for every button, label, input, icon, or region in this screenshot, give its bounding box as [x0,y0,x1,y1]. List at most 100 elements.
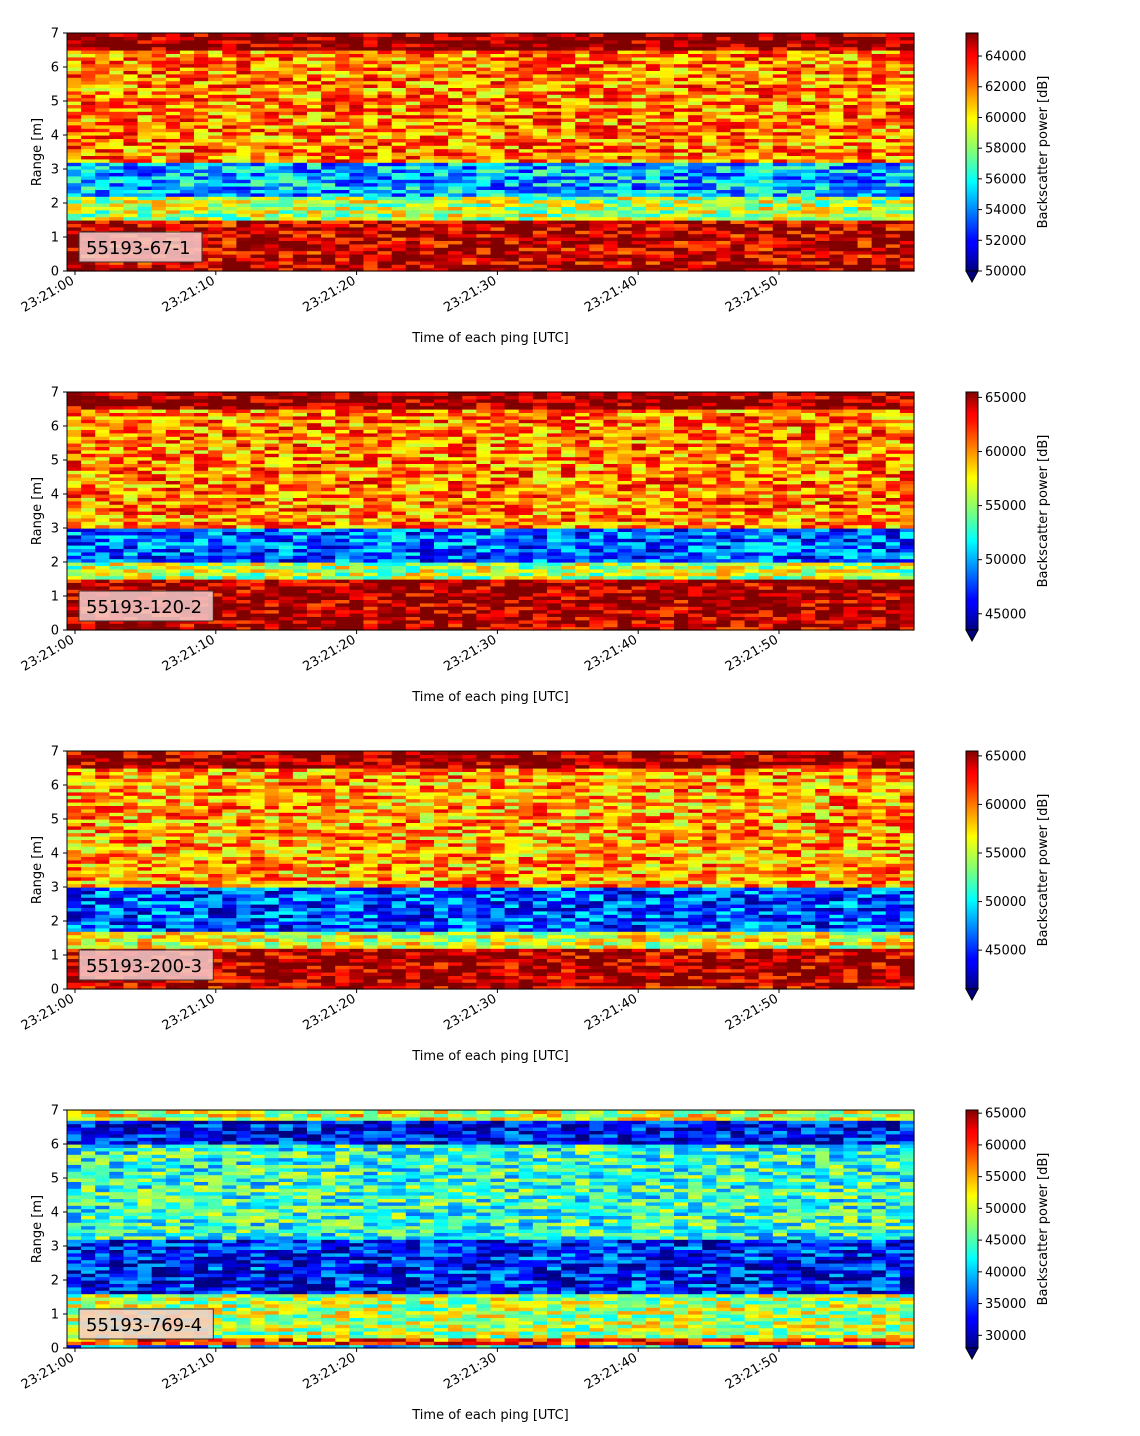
heatmap-cell [321,240,336,245]
heatmap-cell [95,53,110,58]
heatmap-cell [165,135,181,139]
heatmap-cell [137,196,153,201]
heatmap-cell [786,264,802,269]
heatmap-cell [603,145,619,150]
heatmap-cell [151,145,167,150]
heatmap-cell [561,43,576,48]
heatmap-cell [589,209,605,214]
heatmap-cell [179,131,195,136]
heatmap-cell [165,94,181,99]
heatmap-cell [899,148,915,153]
heatmap-cell [250,135,266,139]
heatmap-cell [321,141,336,146]
heatmap-cell [95,186,110,190]
heatmap-cell [95,145,110,150]
heatmap-cell [236,209,252,214]
heatmap-cell [504,247,520,252]
heatmap-cell [462,162,477,167]
heatmap-cell [151,419,167,424]
heatmap-cell [222,243,237,248]
heatmap-cell [208,247,223,252]
heatmap-cell [278,254,294,258]
heatmap-cell [264,121,280,126]
heatmap-cell [504,101,520,105]
heatmap-cell [405,135,421,139]
heatmap-cell [306,138,322,143]
heatmap-cell [292,67,308,71]
heatmap-cell [702,216,717,221]
heatmap-cell [391,196,407,201]
heatmap-cell [434,124,449,129]
heatmap-cell [363,264,379,269]
heatmap-cell [95,148,110,153]
heatmap-cell [250,94,266,99]
heatmap-cell [589,152,605,156]
heatmap-cell [546,267,562,272]
heatmap-cell [589,141,605,146]
heatmap-cell [306,67,322,71]
heatmap-cell [391,43,407,48]
heatmap-cell [67,53,82,58]
heatmap-cell [462,199,477,204]
heatmap-cell [165,80,181,85]
heatmap-cell [744,250,760,255]
heatmap-cell [123,186,139,190]
heatmap-cell [518,158,534,163]
heatmap-cell [532,220,548,224]
heatmap-cell [518,39,534,44]
heatmap-cell [546,165,562,170]
heatmap-cell [363,90,379,95]
heatmap-cell [631,114,647,119]
heatmap-cell [532,240,548,245]
heatmap-cell [716,233,732,238]
heatmap-cell [504,260,520,265]
heatmap-cell [194,419,209,424]
heatmap-cell [603,254,619,258]
heatmap-cell [306,84,322,88]
heatmap-cell [137,189,153,194]
heatmap-cell [81,226,96,231]
heatmap-cell [730,148,746,153]
heatmap-cell [448,67,463,71]
heatmap-cell [250,172,266,177]
heatmap-cell [363,73,379,78]
heatmap-cell [363,104,379,109]
heatmap-cell [377,230,393,235]
heatmap-cell [419,84,435,88]
heatmap-cell [659,196,675,201]
heatmap-cell [292,97,308,102]
heatmap-cell [278,101,294,105]
heatmap-cell [448,186,463,190]
heatmap-cell [349,260,365,265]
heatmap-cell [631,169,647,173]
heatmap-cell [603,43,619,48]
heatmap-cell [603,33,619,37]
heatmap-cell [448,148,463,153]
heatmap-cell [264,189,280,194]
heatmap-cell [518,118,534,122]
heatmap-cell [67,199,82,204]
heatmap-cell [67,169,82,173]
heatmap-cell [504,223,520,228]
heatmap-cell [95,196,110,201]
heatmap-cell [405,179,421,184]
heatmap-cell [151,209,167,214]
heatmap-cell [377,175,393,180]
heatmap-cell [504,169,520,173]
heatmap-cell [518,33,534,37]
heatmap-cell [561,135,576,139]
heatmap-cell [561,226,576,231]
heatmap-cell [179,504,195,509]
heatmap-cell [377,53,393,58]
heatmap-cell [546,233,562,238]
heatmap-cell [476,196,492,201]
heatmap-cell [179,56,195,61]
heatmap-cell [518,87,534,92]
heatmap-cell [434,189,449,194]
heatmap-cell [871,192,887,197]
heatmap-cell [419,77,435,82]
heatmap-cell [321,216,336,221]
heatmap-cell [518,128,534,133]
heatmap-cell [462,220,477,224]
heatmap-cell [67,504,82,509]
